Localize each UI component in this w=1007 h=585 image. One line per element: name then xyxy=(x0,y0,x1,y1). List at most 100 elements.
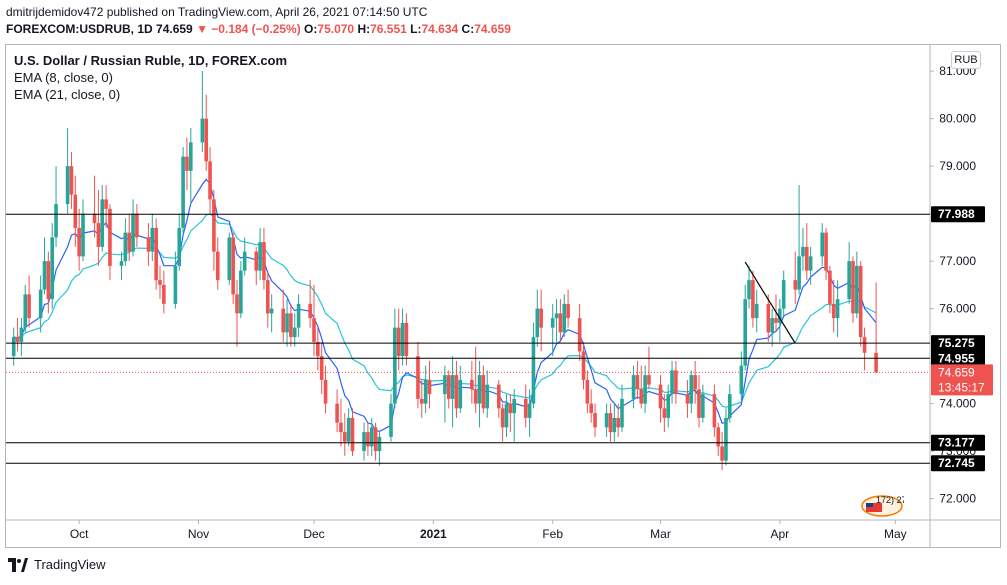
candle-body xyxy=(500,408,505,428)
x-tick-label: Apr xyxy=(771,527,790,541)
candle-body xyxy=(212,199,216,252)
legend-ema8[interactable]: EMA (8, close, 0) xyxy=(14,70,113,85)
candle-body xyxy=(770,318,774,333)
candle-body xyxy=(266,280,270,314)
candle-body xyxy=(350,417,355,452)
candle-body xyxy=(535,308,540,338)
candle-body xyxy=(54,204,58,238)
candle-body xyxy=(296,303,301,328)
candle-body xyxy=(666,394,670,418)
candle-body xyxy=(593,413,597,428)
symbol: FOREXCOM:USDRUB, 1D xyxy=(6,22,153,36)
candle-body xyxy=(319,356,324,380)
candle-body xyxy=(604,413,609,428)
close-label: C: xyxy=(461,22,475,36)
candle-body xyxy=(820,232,824,257)
candle-body xyxy=(670,370,674,395)
candle-body xyxy=(377,436,382,452)
candle-body xyxy=(512,398,516,414)
candle-body xyxy=(473,389,478,404)
candle-body xyxy=(608,413,613,433)
candle-body xyxy=(508,403,513,414)
candle-body xyxy=(173,265,178,304)
candle-body xyxy=(227,237,232,281)
candle-body xyxy=(647,375,651,385)
candle-body xyxy=(96,223,101,247)
candle-body xyxy=(423,379,428,404)
candle-body xyxy=(862,337,867,353)
level-label: 74.955 xyxy=(938,351,975,365)
currency-button[interactable]: RUB xyxy=(951,51,981,69)
candle-body xyxy=(158,280,162,285)
candle-body xyxy=(393,327,397,404)
candle-body xyxy=(200,118,205,143)
candle-body xyxy=(470,379,474,390)
chart-frame[interactable] xyxy=(5,44,1001,548)
candle-body xyxy=(416,356,420,399)
candle-body xyxy=(612,417,617,433)
candle-body xyxy=(373,427,378,452)
candle-body xyxy=(620,398,624,428)
candle-body xyxy=(77,227,81,257)
candle-body xyxy=(400,322,405,357)
candle-body xyxy=(281,308,285,333)
candle-body xyxy=(828,270,832,304)
low-label: L: xyxy=(410,22,422,36)
candle-body xyxy=(339,422,343,433)
high-label: H: xyxy=(357,22,371,36)
candle-body xyxy=(481,375,486,409)
flag-badge-icon: 172) 27 xyxy=(861,495,907,517)
candle-body xyxy=(643,375,647,404)
level-label: 72.745 xyxy=(938,456,975,470)
candle-body xyxy=(454,375,459,409)
candle-body xyxy=(389,403,393,437)
candle-body xyxy=(728,394,732,418)
footer-brand: TradingView xyxy=(34,557,106,572)
candle-body xyxy=(805,246,809,271)
candle-body xyxy=(242,251,247,271)
level-label-box xyxy=(931,206,985,223)
level-label: 73.177 xyxy=(938,436,975,450)
candle-body xyxy=(747,280,751,300)
current-price-box xyxy=(931,364,993,396)
candle-body xyxy=(874,352,878,373)
price-chart[interactable]: 72.00073.00074.00075.00076.00077.00078.0… xyxy=(0,0,1007,548)
candle-body xyxy=(146,237,151,252)
candle-body xyxy=(550,318,555,328)
publisher-line: dmitrijdemidov472 published on TradingVi… xyxy=(6,5,428,19)
bar-countdown-label: 13:45:17 xyxy=(938,380,985,394)
legend-ema21[interactable]: EMA (21, close, 0) xyxy=(14,87,121,102)
candle-body xyxy=(539,308,543,328)
candle-body xyxy=(108,208,112,266)
candle-body xyxy=(697,389,701,418)
candle-body xyxy=(285,313,289,333)
candle-body xyxy=(162,284,166,304)
legend-title: U.S. Dollar / Russian Ruble, 1D, FOREX.c… xyxy=(14,53,288,68)
level-label-box xyxy=(931,434,985,451)
chart-legend: U.S. Dollar / Russian Ruble, 1D, FOREX.c… xyxy=(14,52,287,103)
candle-body xyxy=(855,265,859,314)
candle-body xyxy=(427,379,432,395)
candle-body xyxy=(689,375,694,404)
y-tick-label: 79.000 xyxy=(939,159,976,173)
candle-body xyxy=(181,156,185,228)
candle-body xyxy=(69,166,74,195)
candle-body xyxy=(239,270,243,314)
low-value: 74.634 xyxy=(421,22,459,36)
candle-body xyxy=(531,337,536,404)
candle-body xyxy=(19,327,24,342)
candle-body xyxy=(724,417,728,461)
open-label: O: xyxy=(304,22,318,36)
candle-body xyxy=(847,261,851,300)
candle-body xyxy=(658,384,663,409)
candle-body xyxy=(685,394,690,404)
x-tick-label: 2021 xyxy=(420,527,447,541)
trendline[interactable] xyxy=(744,261,796,344)
candle-body xyxy=(42,261,47,290)
x-tick-label: Oct xyxy=(70,527,89,541)
candle-body xyxy=(851,261,855,314)
candle-body xyxy=(477,375,482,404)
candle-body xyxy=(312,318,316,342)
candle-body xyxy=(523,398,528,418)
x-tick-label: Nov xyxy=(188,527,209,541)
